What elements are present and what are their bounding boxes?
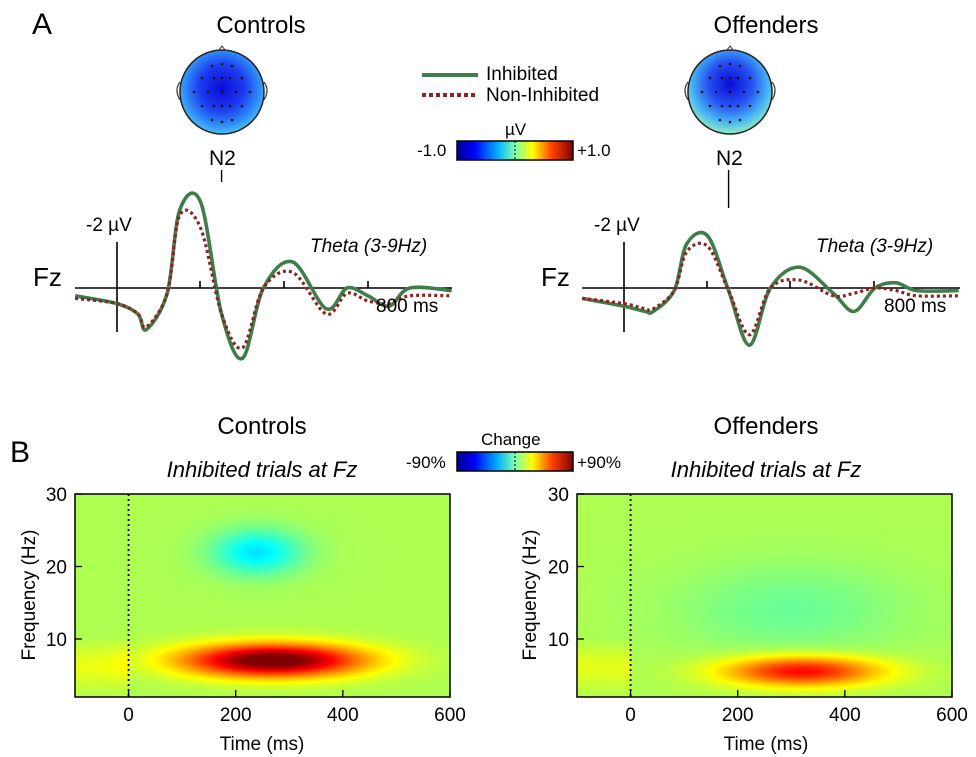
- axes-offenders: 0 200 400 600 10 20 30: [548, 485, 968, 726]
- erp-series-inhibited: [581, 230, 959, 347]
- erp-offenders: [581, 170, 960, 347]
- panel-a-controls-title: Controls: [216, 12, 306, 39]
- y-tick-label: 30: [46, 485, 67, 506]
- ylabel-controls: Frequency (Hz): [19, 529, 40, 661]
- colorbar-a-unit: µV: [505, 120, 527, 139]
- colorbar-a: [456, 140, 574, 161]
- heatmap-axes: 0 200 400 600 10 20 30 0 200 400 600 10 20 30: [46, 485, 968, 726]
- colorbar-a-min: -1.0: [417, 141, 447, 160]
- y-tick-label: 20: [548, 558, 569, 579]
- x-tick-label: 0: [123, 705, 134, 726]
- panel-a-offenders-title: Offenders: [713, 12, 819, 39]
- panel-b-offenders-title: Offenders: [713, 413, 819, 440]
- x-tick-label: 200: [220, 705, 252, 726]
- n2-label-offenders: N2: [716, 147, 743, 170]
- panel-b-letter: B: [10, 436, 31, 469]
- scale-ms-controls: 800 ms: [376, 296, 439, 317]
- panel-b-controls-subtitle: Inhibited trials at Fz: [166, 457, 358, 482]
- ylabel-offenders: Frequency (Hz): [520, 529, 541, 661]
- x-tick-label: 200: [722, 705, 754, 726]
- n2-label-controls: N2: [209, 147, 236, 170]
- panel-b-offenders-subtitle: Inhibited trials at Fz: [670, 457, 862, 482]
- colorbar-b-max: +90%: [577, 453, 621, 472]
- y-tick-label: 10: [46, 630, 67, 651]
- theta-label-controls: Theta (3-9Hz): [310, 236, 428, 257]
- y-tick-label: 30: [548, 485, 569, 506]
- y-tick-label: 10: [548, 630, 569, 651]
- scale-uv-offenders: -2 µV: [594, 215, 640, 236]
- erp-series-inhibited: [74, 191, 452, 361]
- legend-swatches: [422, 73, 478, 97]
- fz-label-offenders: Fz: [541, 262, 570, 292]
- colorbar-b-title: Change: [481, 430, 541, 449]
- panel-b-controls-title: Controls: [217, 413, 307, 440]
- x-tick-label: 600: [936, 705, 968, 726]
- y-tick-label: 20: [46, 558, 67, 579]
- topomap-offenders: [684, 45, 776, 135]
- erp-series-non-inhibited: [581, 241, 959, 337]
- erp-plots: [74, 170, 960, 361]
- scale-uv-controls: -2 µV: [86, 215, 132, 236]
- heatmap-frame: [576, 493, 953, 698]
- heatmap-controls: [75, 494, 450, 697]
- colorbar-b-min: -90%: [406, 453, 446, 472]
- colorbar-b: [456, 451, 574, 472]
- colorbar-a-max: +1.0: [577, 141, 611, 160]
- theta-label-offenders: Theta (3-9Hz): [816, 236, 934, 257]
- heatmap-offenders: [577, 494, 952, 697]
- x-tick-label: 0: [625, 705, 636, 726]
- scale-ms-offenders: 800 ms: [884, 296, 947, 317]
- x-tick-label: 600: [434, 705, 466, 726]
- x-tick-label: 400: [829, 705, 861, 726]
- axes-controls: 0 200 400 600 10 20 30: [46, 485, 466, 726]
- erp-controls: [74, 170, 452, 361]
- erp-series-non-inhibited: [74, 208, 452, 351]
- fz-label-controls: Fz: [33, 262, 62, 292]
- xlabel-controls: Time (ms): [219, 734, 305, 755]
- topomap-controls: [176, 45, 268, 135]
- panel-a-letter: A: [32, 8, 53, 41]
- xlabel-offenders: Time (ms): [723, 734, 809, 755]
- heatmap-frame: [74, 493, 451, 698]
- legend-label-inhibited: Inhibited: [486, 64, 558, 85]
- legend-label-noninhibited: Non-Inhibited: [486, 85, 600, 106]
- x-tick-label: 400: [327, 705, 359, 726]
